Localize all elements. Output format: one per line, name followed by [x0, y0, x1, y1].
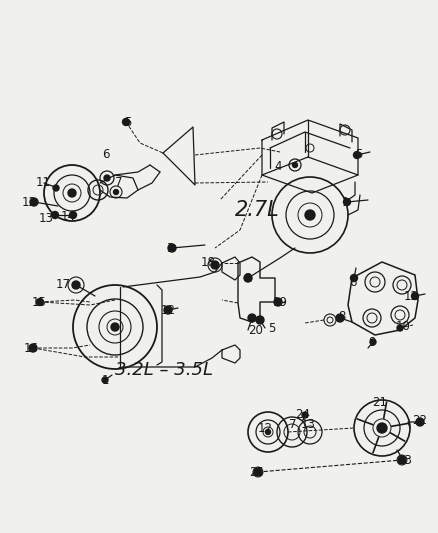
- Circle shape: [343, 198, 350, 206]
- Text: 5: 5: [124, 116, 132, 128]
- Text: 16: 16: [24, 342, 39, 354]
- Text: 7: 7: [289, 417, 297, 431]
- Circle shape: [336, 314, 344, 322]
- Text: 6: 6: [102, 149, 110, 161]
- Circle shape: [353, 151, 360, 158]
- Circle shape: [248, 314, 256, 322]
- Text: 10: 10: [396, 319, 410, 333]
- Text: 21: 21: [372, 397, 388, 409]
- Circle shape: [244, 274, 252, 282]
- Circle shape: [398, 456, 406, 464]
- Text: 25: 25: [250, 466, 265, 480]
- Circle shape: [72, 281, 80, 289]
- Circle shape: [377, 423, 387, 433]
- Circle shape: [29, 344, 37, 352]
- Circle shape: [68, 189, 76, 197]
- Circle shape: [350, 274, 357, 281]
- Text: 1: 1: [341, 196, 349, 208]
- Circle shape: [52, 212, 59, 219]
- Text: 5: 5: [355, 149, 363, 161]
- Text: 24: 24: [296, 408, 311, 422]
- Text: 2.7L: 2.7L: [235, 200, 280, 220]
- Text: 3.2L – 3.5L: 3.2L – 3.5L: [115, 361, 213, 379]
- Text: 15: 15: [32, 295, 46, 309]
- Text: 12: 12: [258, 422, 272, 434]
- Text: 23: 23: [398, 454, 413, 466]
- Text: 6: 6: [349, 276, 357, 288]
- Text: 12: 12: [160, 303, 176, 317]
- Text: 2: 2: [244, 271, 252, 285]
- Text: 18: 18: [201, 256, 215, 270]
- Text: 5: 5: [268, 321, 276, 335]
- Circle shape: [113, 190, 119, 195]
- Circle shape: [265, 430, 271, 434]
- Circle shape: [256, 316, 264, 324]
- Circle shape: [411, 293, 418, 300]
- Circle shape: [164, 306, 172, 314]
- Text: 12: 12: [21, 196, 36, 208]
- Text: 7: 7: [115, 176, 123, 190]
- Text: 1: 1: [101, 374, 109, 386]
- Circle shape: [274, 298, 282, 306]
- Text: 22: 22: [413, 414, 427, 426]
- Text: 20: 20: [248, 324, 263, 336]
- Text: 9: 9: [368, 335, 376, 349]
- Circle shape: [397, 325, 403, 331]
- Circle shape: [370, 339, 376, 345]
- Circle shape: [123, 118, 130, 125]
- Circle shape: [102, 377, 108, 383]
- Circle shape: [293, 163, 297, 167]
- Text: 19: 19: [272, 295, 287, 309]
- Text: 14: 14: [60, 211, 75, 223]
- Circle shape: [36, 298, 43, 305]
- Circle shape: [254, 468, 262, 476]
- Text: 11: 11: [35, 176, 50, 190]
- Circle shape: [104, 175, 110, 181]
- Circle shape: [53, 185, 59, 191]
- Text: 3: 3: [166, 241, 174, 254]
- Circle shape: [302, 412, 308, 418]
- Text: 4: 4: [274, 159, 282, 173]
- Text: 13: 13: [300, 417, 315, 431]
- Circle shape: [111, 323, 119, 331]
- Circle shape: [70, 212, 77, 219]
- Text: 12: 12: [403, 289, 418, 303]
- Text: 13: 13: [39, 212, 53, 224]
- Circle shape: [30, 198, 38, 206]
- Circle shape: [211, 261, 219, 269]
- Circle shape: [416, 418, 424, 426]
- Circle shape: [168, 244, 176, 252]
- Circle shape: [305, 210, 315, 220]
- Text: 17: 17: [56, 279, 71, 292]
- Text: 8: 8: [338, 311, 346, 324]
